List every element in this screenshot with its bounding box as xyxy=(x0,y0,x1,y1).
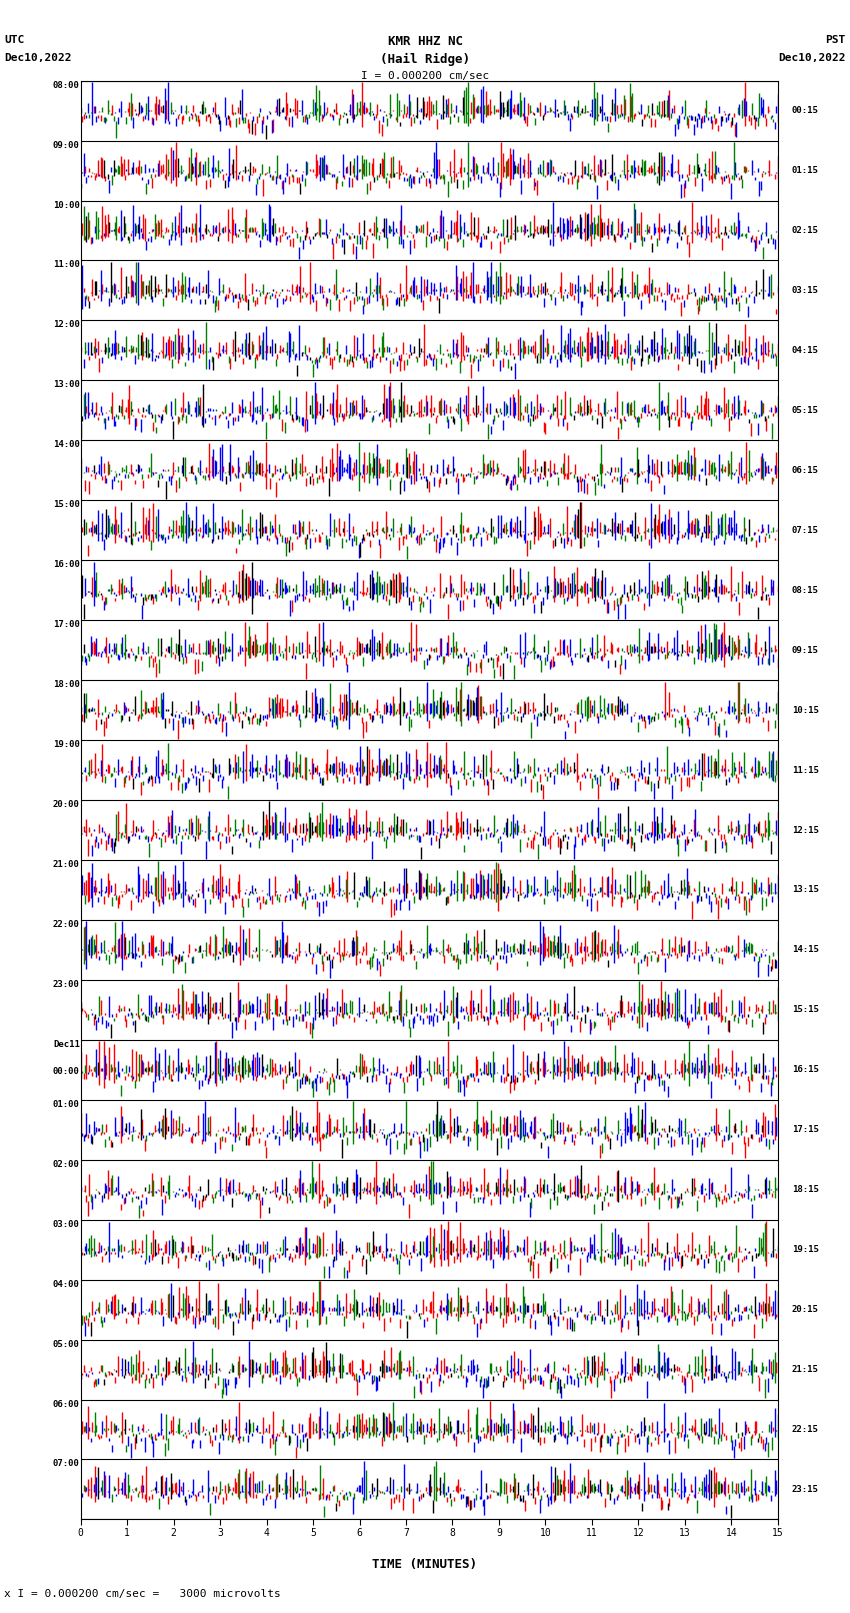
Text: 18:00: 18:00 xyxy=(53,681,80,689)
Text: 21:00: 21:00 xyxy=(53,860,80,869)
Text: 04:15: 04:15 xyxy=(791,345,819,355)
Text: 03:15: 03:15 xyxy=(791,286,819,295)
Text: 02:00: 02:00 xyxy=(53,1160,80,1169)
Text: 03:00: 03:00 xyxy=(53,1219,80,1229)
Text: x I = 0.000200 cm/sec =   3000 microvolts: x I = 0.000200 cm/sec = 3000 microvolts xyxy=(4,1589,281,1598)
Text: 22:15: 22:15 xyxy=(791,1424,819,1434)
Text: Dec11: Dec11 xyxy=(53,1040,80,1048)
Text: 04:00: 04:00 xyxy=(53,1279,80,1289)
Text: 08:00: 08:00 xyxy=(53,81,80,90)
Text: 13:15: 13:15 xyxy=(791,886,819,895)
Text: 12:15: 12:15 xyxy=(791,826,819,834)
Text: 00:00: 00:00 xyxy=(53,1066,80,1076)
Text: 08:15: 08:15 xyxy=(791,586,819,595)
Text: 23:15: 23:15 xyxy=(791,1486,819,1494)
Text: 01:00: 01:00 xyxy=(53,1100,80,1108)
Text: 16:00: 16:00 xyxy=(53,560,80,569)
Text: 06:15: 06:15 xyxy=(791,466,819,474)
Text: I = 0.000200 cm/sec: I = 0.000200 cm/sec xyxy=(361,71,489,81)
Text: 17:15: 17:15 xyxy=(791,1126,819,1134)
Text: 10:15: 10:15 xyxy=(791,705,819,715)
Text: 12:00: 12:00 xyxy=(53,321,80,329)
Text: 19:00: 19:00 xyxy=(53,740,80,748)
Text: 09:00: 09:00 xyxy=(53,140,80,150)
Text: 02:15: 02:15 xyxy=(791,226,819,235)
Text: (Hail Ridge): (Hail Ridge) xyxy=(380,53,470,66)
Text: Dec10,2022: Dec10,2022 xyxy=(779,53,846,63)
Text: 00:15: 00:15 xyxy=(791,106,819,115)
Text: 05:00: 05:00 xyxy=(53,1339,80,1348)
Text: 10:00: 10:00 xyxy=(53,200,80,210)
Text: 23:00: 23:00 xyxy=(53,981,80,989)
Text: 22:00: 22:00 xyxy=(53,919,80,929)
Text: 07:00: 07:00 xyxy=(53,1460,80,1468)
Text: 16:15: 16:15 xyxy=(791,1065,819,1074)
Text: KMR HHZ NC: KMR HHZ NC xyxy=(388,35,462,48)
Text: 20:00: 20:00 xyxy=(53,800,80,810)
Text: 15:00: 15:00 xyxy=(53,500,80,510)
Text: 14:00: 14:00 xyxy=(53,440,80,450)
Text: TIME (MINUTES): TIME (MINUTES) xyxy=(372,1558,478,1571)
Text: PST: PST xyxy=(825,35,846,45)
Text: Dec10,2022: Dec10,2022 xyxy=(4,53,71,63)
Text: 11:15: 11:15 xyxy=(791,766,819,774)
Text: UTC: UTC xyxy=(4,35,25,45)
Text: 13:00: 13:00 xyxy=(53,381,80,389)
Text: 05:15: 05:15 xyxy=(791,406,819,415)
Text: 20:15: 20:15 xyxy=(791,1305,819,1315)
Text: 18:15: 18:15 xyxy=(791,1186,819,1194)
Text: 09:15: 09:15 xyxy=(791,645,819,655)
Text: 01:15: 01:15 xyxy=(791,166,819,176)
Text: 07:15: 07:15 xyxy=(791,526,819,536)
Text: 17:00: 17:00 xyxy=(53,621,80,629)
Text: 14:15: 14:15 xyxy=(791,945,819,955)
Text: 19:15: 19:15 xyxy=(791,1245,819,1255)
Text: 06:00: 06:00 xyxy=(53,1400,80,1408)
Text: 21:15: 21:15 xyxy=(791,1365,819,1374)
Text: 11:00: 11:00 xyxy=(53,261,80,269)
Text: 15:15: 15:15 xyxy=(791,1005,819,1015)
